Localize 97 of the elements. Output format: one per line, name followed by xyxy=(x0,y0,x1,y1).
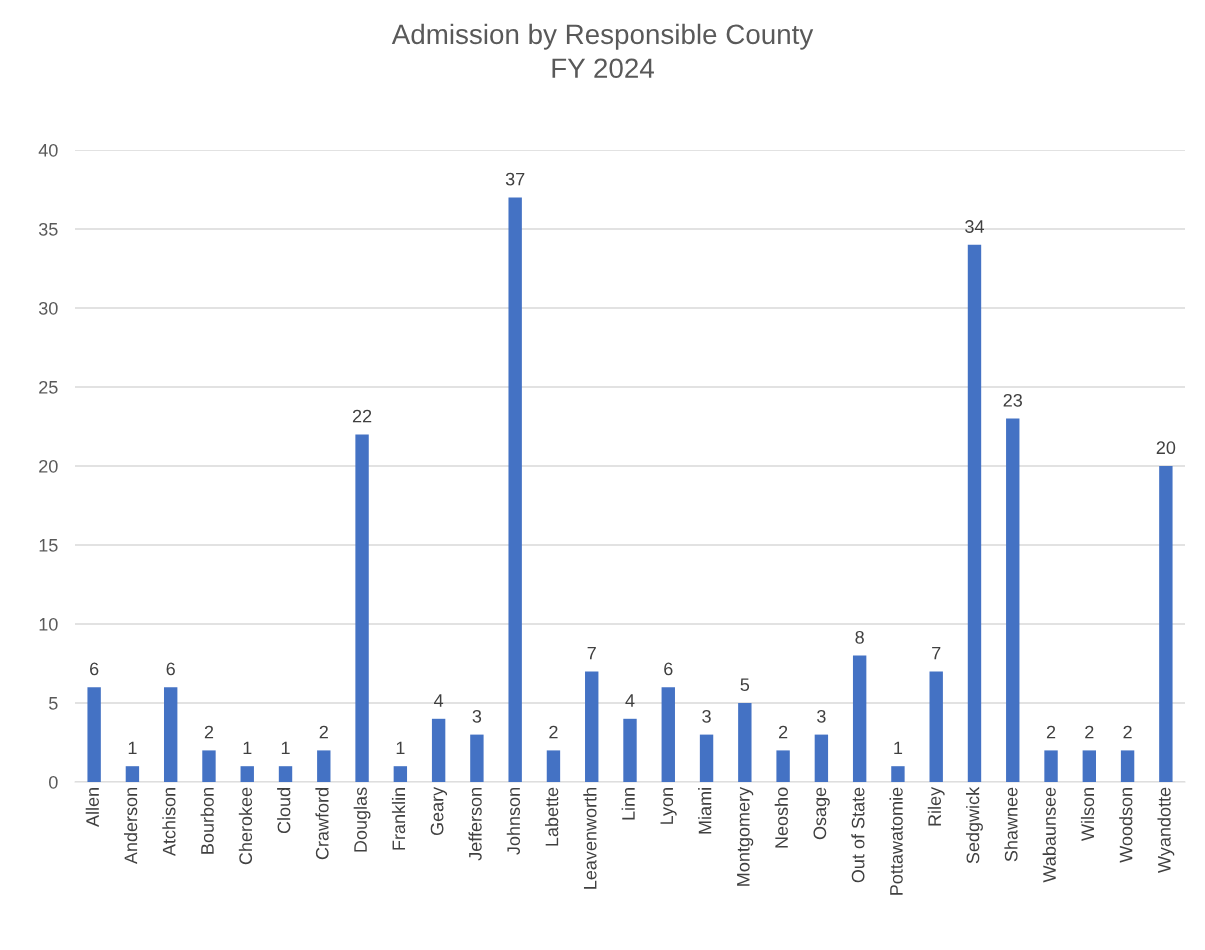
data-label: 2 xyxy=(204,725,214,739)
bar xyxy=(585,671,599,782)
bar xyxy=(699,734,714,782)
x-tick-label: Sedgwick xyxy=(966,786,983,864)
x-tick-label: Jefferson xyxy=(468,788,482,861)
data-label: 3 xyxy=(817,709,826,723)
data-label: 2 xyxy=(319,725,328,739)
bar xyxy=(125,766,140,782)
data-label: 1 xyxy=(243,741,252,755)
x-tick-label: Pottawatomie xyxy=(889,787,903,895)
x-tick-label: Lyon xyxy=(660,788,677,824)
y-tick-label: 40 xyxy=(38,143,58,157)
bar xyxy=(738,703,752,782)
bar xyxy=(814,734,829,782)
x-tick-label: Shawnee xyxy=(1004,787,1018,862)
bar xyxy=(240,766,254,782)
data-label: 2 xyxy=(1123,725,1132,739)
data-label: 3 xyxy=(702,709,711,723)
data-label: 23 xyxy=(1003,393,1023,407)
y-tick-label: 5 xyxy=(49,697,58,710)
data-label: 1 xyxy=(396,741,405,755)
data-label: 37 xyxy=(505,172,525,186)
x-tick-label: Allen xyxy=(85,788,99,827)
bar xyxy=(470,734,484,782)
x-tick-label: Cloud xyxy=(277,788,291,834)
x-tick-label: Crawford xyxy=(315,788,329,860)
x-tick-label: Anderson xyxy=(124,788,138,865)
data-label: 34 xyxy=(965,220,984,233)
x-tick-label: Woodson xyxy=(1119,788,1133,863)
data-label: 7 xyxy=(587,646,596,660)
bar xyxy=(623,718,637,782)
y-tick-label: 30 xyxy=(38,301,58,315)
data-label: 8 xyxy=(855,630,864,644)
chart-title: Admission by Responsible County FY 2024 xyxy=(391,23,814,79)
bar xyxy=(163,687,178,782)
data-label: 2 xyxy=(1085,725,1094,739)
bar xyxy=(1044,750,1058,782)
x-tick-label: Riley xyxy=(927,786,945,826)
x-tick-label: Johnson xyxy=(506,788,521,855)
y-tick-label: 10 xyxy=(39,617,58,631)
bar xyxy=(1006,418,1020,782)
x-tick-label: Out of State xyxy=(851,787,865,883)
bar xyxy=(546,750,561,782)
bar xyxy=(929,671,943,782)
bar xyxy=(393,766,408,782)
x-tick-label: Wabaunsee xyxy=(1042,787,1056,883)
bar xyxy=(661,687,675,782)
bar xyxy=(852,655,867,782)
x-tick-label: Atchison xyxy=(162,788,176,857)
data-label: 1 xyxy=(281,741,290,755)
data-label: 1 xyxy=(894,741,903,755)
data-label: 7 xyxy=(932,646,941,660)
data-label: 2 xyxy=(549,725,558,739)
bar xyxy=(508,197,522,782)
bar xyxy=(776,750,790,782)
y-tick-label: 25 xyxy=(39,380,58,394)
bar xyxy=(202,750,216,782)
bar xyxy=(278,766,293,782)
data-label: 6 xyxy=(166,662,175,676)
x-tick-label: Leavenworth xyxy=(583,788,597,889)
y-tick-label: 15 xyxy=(39,539,58,552)
x-tick-label: Wilson xyxy=(1080,788,1095,841)
x-tick-label: Cherokee xyxy=(238,787,253,865)
x-tick-label: Montgomery xyxy=(737,786,754,886)
data-label: 4 xyxy=(625,694,635,707)
data-label: 5 xyxy=(740,678,750,692)
x-tick-label: Geary xyxy=(430,786,448,836)
bar xyxy=(317,750,331,782)
x-tick-label: Neosho xyxy=(774,787,788,848)
bar xyxy=(355,434,369,782)
bar xyxy=(1082,750,1097,782)
data-label: 22 xyxy=(352,409,372,423)
data-label: 2 xyxy=(1046,725,1056,739)
bar xyxy=(967,244,982,782)
bar xyxy=(87,687,101,782)
x-tick-label: Douglas xyxy=(353,787,371,852)
x-tick-label: Linn xyxy=(621,788,635,820)
bar xyxy=(1159,466,1173,782)
data-label: 3 xyxy=(472,709,482,723)
y-tick-label: 20 xyxy=(39,459,58,473)
y-tick-label: 0 xyxy=(49,775,58,789)
data-label: 6 xyxy=(90,662,99,676)
data-label: 4 xyxy=(434,694,444,707)
x-tick-label: Wyandotte xyxy=(1157,787,1175,873)
bar xyxy=(891,766,905,782)
data-label: 20 xyxy=(1156,441,1176,455)
data-label: 2 xyxy=(778,725,788,739)
x-tick-label: Franklin xyxy=(391,788,406,850)
data-label: 1 xyxy=(128,741,137,755)
data-label: 6 xyxy=(664,662,673,676)
x-tick-label: Labette xyxy=(545,787,559,846)
x-tick-label: Miami xyxy=(698,788,712,834)
bar xyxy=(1120,750,1135,782)
bar xyxy=(431,718,446,782)
x-tick-label: Osage xyxy=(813,787,830,840)
y-tick-label: 35 xyxy=(38,222,58,236)
x-tick-label: Bourbon xyxy=(200,788,214,854)
